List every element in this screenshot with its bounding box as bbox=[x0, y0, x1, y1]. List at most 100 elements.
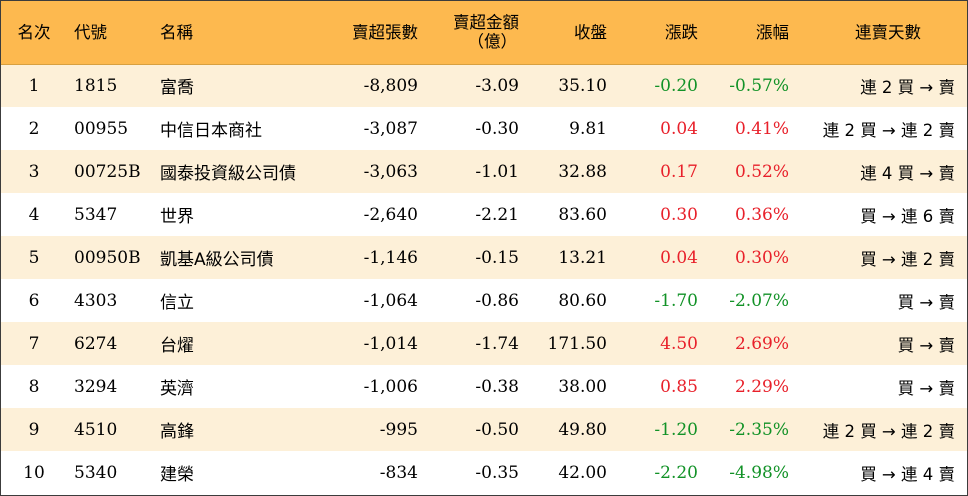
net-sell-amount-cell: -2.21 bbox=[475, 204, 519, 225]
net-sell-volume-cell: -1,064 bbox=[363, 290, 418, 311]
change-cell: -2.20 bbox=[654, 462, 698, 483]
net-sell-volume-cell: -1,146 bbox=[363, 247, 418, 268]
table-row[interactable]: 1 1815 富喬 -8,809 -3.09 35.10 -0.20 -0.57% 連 2 買 … bbox=[1, 64, 967, 107]
table-row[interactable]: 4 5347 世界 -2,640 -2.21 83.60 0.30 0.36% 買 → 連 6 … bbox=[1, 193, 967, 236]
net-sell-amount-cell: -1.01 bbox=[475, 161, 519, 182]
code-cell: 6274 bbox=[74, 333, 118, 354]
name-cell: 英濟 bbox=[160, 379, 194, 399]
header-close[interactable]: 收盤 bbox=[523, 1, 611, 65]
header-name[interactable]: 名稱 bbox=[152, 1, 323, 65]
change-pct-cell: -2.35% bbox=[729, 419, 789, 440]
name-cell: 台燿 bbox=[160, 336, 194, 356]
rank-cell: 7 bbox=[28, 333, 40, 354]
code-cell: 00950B bbox=[74, 247, 141, 268]
table-header-row: 名次 代號 名稱 賣超張數 賣超金額 （億） 收盤 漲跌 漲幅 連賣天數 bbox=[1, 1, 967, 65]
net-sell-amount-cell: -1.74 bbox=[475, 333, 519, 354]
net-sell-volume-cell: -3,087 bbox=[363, 118, 418, 139]
change-cell: 0.85 bbox=[660, 376, 698, 397]
header-change-pct[interactable]: 漲幅 bbox=[702, 1, 793, 65]
code-cell: 1815 bbox=[74, 75, 118, 96]
streak-cell: 連 2 買 → 連 2 賣 bbox=[822, 421, 955, 441]
close-cell: 49.80 bbox=[558, 419, 607, 440]
net-sell-volume-cell: -2,640 bbox=[363, 204, 418, 225]
streak-cell: 買 → 賣 bbox=[897, 335, 955, 355]
name-cell: 建榮 bbox=[160, 465, 194, 485]
change-cell: 0.30 bbox=[660, 204, 698, 225]
net-sell-amount-cell: -0.30 bbox=[475, 118, 519, 139]
streak-cell: 連 2 買 → 賣 bbox=[860, 77, 955, 97]
net-sell-amount-cell: -0.50 bbox=[475, 419, 519, 440]
net-sell-volume-cell: -834 bbox=[379, 462, 418, 483]
table-row[interactable]: 8 3294 英濟 -1,006 -0.38 38.00 0.85 2.29% 買 → 賣 bbox=[1, 365, 967, 408]
rank-cell: 8 bbox=[28, 376, 40, 397]
change-cell: 0.04 bbox=[660, 247, 698, 268]
change-pct-cell: 0.30% bbox=[734, 247, 789, 268]
close-cell: 13.21 bbox=[558, 247, 607, 268]
name-cell: 國泰投資級公司債 bbox=[160, 164, 296, 184]
change-cell: 0.17 bbox=[660, 161, 698, 182]
change-pct-cell: 0.41% bbox=[734, 118, 789, 139]
header-streak[interactable]: 連賣天數 bbox=[793, 1, 967, 65]
header-change[interactable]: 漲跌 bbox=[611, 1, 702, 65]
code-cell: 00955 bbox=[74, 118, 129, 139]
streak-cell: 買 → 連 4 賣 bbox=[860, 464, 955, 484]
header-net-sell-amount[interactable]: 賣超金額 （億） bbox=[422, 1, 523, 65]
net-sell-volume-cell: -8,809 bbox=[363, 75, 418, 96]
code-cell: 5340 bbox=[74, 462, 118, 483]
close-cell: 32.88 bbox=[558, 161, 607, 182]
code-cell: 4510 bbox=[74, 419, 118, 440]
close-cell: 171.50 bbox=[547, 333, 607, 354]
close-cell: 35.10 bbox=[558, 75, 607, 96]
close-cell: 38.00 bbox=[558, 376, 607, 397]
net-sell-amount-cell: -0.38 bbox=[475, 376, 519, 397]
close-cell: 83.60 bbox=[558, 204, 607, 225]
streak-cell: 買 → 賣 bbox=[897, 378, 955, 398]
rank-cell: 9 bbox=[28, 419, 40, 440]
name-cell: 富喬 bbox=[160, 78, 194, 99]
rank-cell: 4 bbox=[28, 204, 40, 225]
streak-cell: 連 2 買 → 連 2 賣 bbox=[822, 120, 955, 140]
net-sell-volume-cell: -995 bbox=[379, 419, 418, 440]
code-cell: 00725B bbox=[74, 161, 141, 182]
change-pct-cell: 2.29% bbox=[734, 376, 789, 397]
change-cell: -1.20 bbox=[654, 419, 698, 440]
rank-cell: 6 bbox=[28, 290, 40, 311]
name-cell: 世界 bbox=[160, 207, 194, 227]
rank-cell: 3 bbox=[28, 161, 40, 182]
code-cell: 4303 bbox=[74, 290, 118, 311]
header-code[interactable]: 代號 bbox=[67, 1, 152, 65]
table-row[interactable]: 7 6274 台燿 -1,014 -1.74 171.50 4.50 2.69% 買 → 賣 bbox=[1, 322, 967, 365]
table-row[interactable]: 3 00725B 國泰投資級公司債 -3,063 -1.01 32.88 0.17 0.52%… bbox=[1, 150, 967, 193]
name-cell: 中信日本商社 bbox=[160, 121, 262, 141]
net-sell-volume-cell: -1,006 bbox=[363, 376, 418, 397]
net-sell-amount-cell: -0.86 bbox=[475, 290, 519, 311]
net-sell-amount-cell: -0.35 bbox=[475, 462, 519, 483]
table-row[interactable]: 10 5340 建榮 -834 -0.35 42.00 -2.20 -4.98% 買 → 連 4… bbox=[1, 451, 967, 494]
net-sell-amount-cell: -3.09 bbox=[475, 75, 519, 96]
table-body: 1 1815 富喬 -8,809 -3.09 35.10 -0.20 -0.57% 連 2 買 … bbox=[1, 64, 967, 494]
header-rank[interactable]: 名次 bbox=[1, 1, 67, 65]
table-row[interactable]: 5 00950B 凱基A級公司債 -1,146 -0.15 13.21 0.04 0.30% 買… bbox=[1, 236, 967, 279]
rank-cell: 5 bbox=[28, 247, 40, 268]
code-cell: 5347 bbox=[74, 204, 118, 225]
table-row[interactable]: 2 00955 中信日本商社 -3,087 -0.30 9.81 0.04 0.41% 連 2 … bbox=[1, 107, 967, 150]
change-pct-cell: -2.07% bbox=[729, 290, 789, 311]
streak-cell: 買 → 賣 bbox=[897, 292, 955, 312]
rank-cell: 10 bbox=[23, 462, 45, 483]
name-cell: 高鋒 bbox=[160, 422, 194, 442]
table-row[interactable]: 9 4510 高鋒 -995 -0.50 49.80 -1.20 -2.35% 連 2 買 → … bbox=[1, 408, 967, 451]
change-cell: 0.04 bbox=[660, 118, 698, 139]
rank-cell: 1 bbox=[28, 75, 40, 96]
streak-cell: 買 → 連 6 賣 bbox=[860, 206, 955, 226]
rank-cell: 2 bbox=[28, 118, 40, 139]
change-pct-cell: 0.52% bbox=[734, 161, 789, 182]
name-cell: 信立 bbox=[160, 293, 194, 313]
streak-cell: 買 → 連 2 賣 bbox=[860, 249, 955, 269]
change-cell: -0.20 bbox=[654, 75, 698, 96]
net-sell-volume-cell: -3,063 bbox=[363, 161, 418, 182]
table-row[interactable]: 6 4303 信立 -1,064 -0.86 80.60 -1.70 -2.07% 買 → 賣 bbox=[1, 279, 967, 322]
header-net-sell-volume[interactable]: 賣超張數 bbox=[323, 1, 422, 65]
change-pct-cell: -4.98% bbox=[729, 462, 789, 483]
